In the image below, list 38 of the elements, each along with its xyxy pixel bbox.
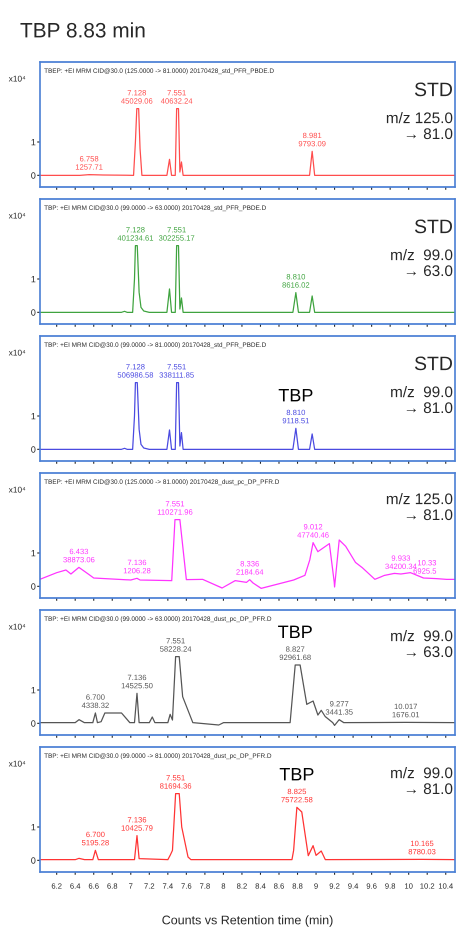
y-axis-title: x10⁴ [8, 760, 26, 767]
line-series [40, 382, 455, 450]
annotation: STD [414, 220, 452, 234]
line-series [40, 108, 455, 176]
y-tick-label: 0 [31, 309, 36, 316]
annotation: STD [414, 82, 452, 96]
line-series [40, 793, 455, 860]
y-tick-label: 1 [32, 550, 36, 556]
y-tick-label: 0 [31, 172, 36, 179]
annotation: m/z 99.0 → 63.0 [391, 249, 452, 276]
y-axis-title: x10⁴ [8, 486, 26, 493]
annotation: STD [414, 356, 452, 370]
annotation: m/z 99.0 → 81.0 [391, 386, 452, 414]
y-tick-label: 1 [32, 413, 36, 420]
y-tick-label: 1 [32, 824, 36, 830]
y-axis-title: x10⁴ [8, 624, 26, 630]
y-tick-label: 0 [31, 857, 36, 864]
y-axis-title: x10⁴ [8, 350, 26, 356]
annotation: m/z 99.0 → 63.0 [391, 630, 452, 658]
y-tick-label: 0 [31, 583, 36, 590]
annotation: m/z 99.0 → 81.0 [391, 767, 452, 794]
line-series [40, 656, 455, 726]
y-tick-label: 1 [32, 276, 36, 282]
annotation: m/z 125.0 → 81.0 [386, 112, 452, 140]
y-tick-label: 1 [32, 687, 36, 694]
annotation: TBP [278, 626, 312, 638]
line-series [40, 245, 455, 313]
y-axis-title: x10⁴ [8, 212, 26, 219]
x-axis-title: Counts vs Retention time (min) [162, 915, 333, 927]
y-tick-label: 0 [31, 720, 36, 727]
y-tick-label: 0 [31, 446, 36, 453]
chart-title: TBP 8.83 min [20, 22, 144, 38]
line-series [40, 519, 455, 589]
annotation: TBP [280, 768, 314, 780]
y-axis-title: x10⁴ [8, 76, 26, 82]
y-tick-label: 1 [32, 139, 36, 146]
annotation: TBP [278, 388, 312, 402]
annotation: m/z 125.0 → 81.0 [386, 493, 452, 520]
